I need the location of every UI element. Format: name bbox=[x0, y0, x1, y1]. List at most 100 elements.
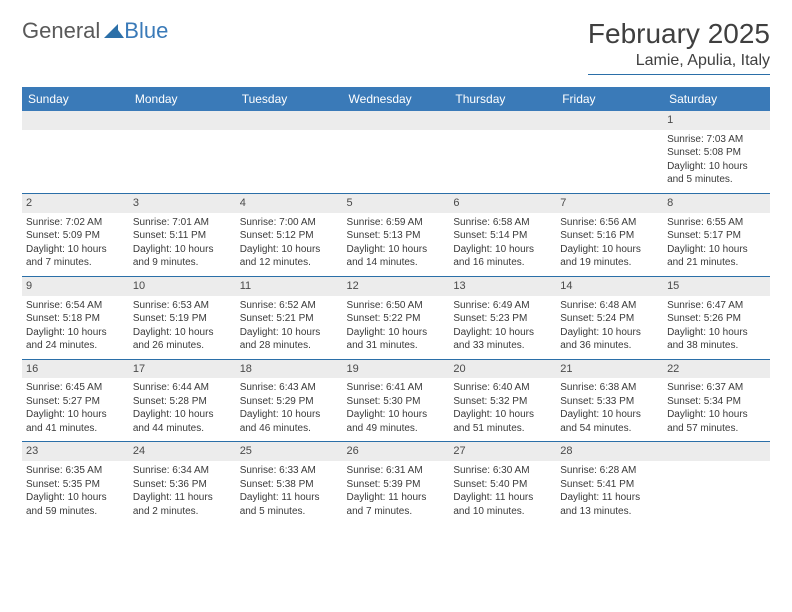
day-number: 15 bbox=[663, 277, 770, 296]
header: General Blue February 2025 Lamie, Apulia… bbox=[22, 18, 770, 75]
sunset-text: Sunset: 5:16 PM bbox=[560, 229, 659, 243]
daylight-text: Daylight: 10 hours and 21 minutes. bbox=[667, 243, 766, 270]
calendar-week-row: 16Sunrise: 6:45 AMSunset: 5:27 PMDayligh… bbox=[22, 359, 770, 442]
sunrise-text: Sunrise: 6:41 AM bbox=[347, 381, 446, 395]
sunrise-text: Sunrise: 6:55 AM bbox=[667, 216, 766, 230]
sunrise-text: Sunrise: 6:30 AM bbox=[453, 464, 552, 478]
sunset-text: Sunset: 5:11 PM bbox=[133, 229, 232, 243]
calendar-day-cell: 4Sunrise: 7:00 AMSunset: 5:12 PMDaylight… bbox=[236, 193, 343, 276]
daylight-text: Daylight: 10 hours and 41 minutes. bbox=[26, 408, 125, 435]
day-number: 28 bbox=[556, 442, 663, 461]
sunset-text: Sunset: 5:32 PM bbox=[453, 395, 552, 409]
sunset-text: Sunset: 5:34 PM bbox=[667, 395, 766, 409]
calendar-day-cell: 25Sunrise: 6:33 AMSunset: 5:38 PMDayligh… bbox=[236, 442, 343, 524]
calendar-day-cell: 20Sunrise: 6:40 AMSunset: 5:32 PMDayligh… bbox=[449, 359, 556, 442]
sunset-text: Sunset: 5:23 PM bbox=[453, 312, 552, 326]
day-number: 27 bbox=[449, 442, 556, 461]
calendar-day-cell bbox=[556, 111, 663, 193]
sunrise-text: Sunrise: 6:44 AM bbox=[133, 381, 232, 395]
day-of-week-header: Friday bbox=[556, 87, 663, 111]
daylight-text: Daylight: 10 hours and 19 minutes. bbox=[560, 243, 659, 270]
day-number: 25 bbox=[236, 442, 343, 461]
day-number: 22 bbox=[663, 360, 770, 379]
daylight-text: Daylight: 10 hours and 7 minutes. bbox=[26, 243, 125, 270]
sunrise-text: Sunrise: 6:45 AM bbox=[26, 381, 125, 395]
sunrise-text: Sunrise: 6:48 AM bbox=[560, 299, 659, 313]
calendar-day-cell: 21Sunrise: 6:38 AMSunset: 5:33 PMDayligh… bbox=[556, 359, 663, 442]
calendar-day-cell: 7Sunrise: 6:56 AMSunset: 5:16 PMDaylight… bbox=[556, 193, 663, 276]
calendar-day-cell: 9Sunrise: 6:54 AMSunset: 5:18 PMDaylight… bbox=[22, 276, 129, 359]
calendar-day-cell: 24Sunrise: 6:34 AMSunset: 5:36 PMDayligh… bbox=[129, 442, 236, 524]
sunrise-text: Sunrise: 7:01 AM bbox=[133, 216, 232, 230]
daylight-text: Daylight: 10 hours and 33 minutes. bbox=[453, 326, 552, 353]
sunset-text: Sunset: 5:21 PM bbox=[240, 312, 339, 326]
day-number: 3 bbox=[129, 194, 236, 213]
calendar-day-cell: 23Sunrise: 6:35 AMSunset: 5:35 PMDayligh… bbox=[22, 442, 129, 524]
sunrise-text: Sunrise: 6:52 AM bbox=[240, 299, 339, 313]
day-of-week-header: Thursday bbox=[449, 87, 556, 111]
calendar-week-row: 2Sunrise: 7:02 AMSunset: 5:09 PMDaylight… bbox=[22, 193, 770, 276]
day-number: 18 bbox=[236, 360, 343, 379]
day-of-week-row: SundayMondayTuesdayWednesdayThursdayFrid… bbox=[22, 87, 770, 111]
sunset-text: Sunset: 5:17 PM bbox=[667, 229, 766, 243]
calendar-week-row: 23Sunrise: 6:35 AMSunset: 5:35 PMDayligh… bbox=[22, 442, 770, 524]
sunset-text: Sunset: 5:33 PM bbox=[560, 395, 659, 409]
calendar-day-cell: 26Sunrise: 6:31 AMSunset: 5:39 PMDayligh… bbox=[343, 442, 450, 524]
sunset-text: Sunset: 5:40 PM bbox=[453, 478, 552, 492]
daylight-text: Daylight: 10 hours and 46 minutes. bbox=[240, 408, 339, 435]
day-number: 9 bbox=[22, 277, 129, 296]
calendar-table: SundayMondayTuesdayWednesdayThursdayFrid… bbox=[22, 87, 770, 524]
day-number: 12 bbox=[343, 277, 450, 296]
sunrise-text: Sunrise: 6:33 AM bbox=[240, 464, 339, 478]
daylight-text: Daylight: 10 hours and 57 minutes. bbox=[667, 408, 766, 435]
sunset-text: Sunset: 5:22 PM bbox=[347, 312, 446, 326]
sunrise-text: Sunrise: 6:35 AM bbox=[26, 464, 125, 478]
calendar-day-cell: 5Sunrise: 6:59 AMSunset: 5:13 PMDaylight… bbox=[343, 193, 450, 276]
sunset-text: Sunset: 5:28 PM bbox=[133, 395, 232, 409]
logo: General Blue bbox=[22, 18, 168, 44]
daylight-text: Daylight: 10 hours and 5 minutes. bbox=[667, 160, 766, 187]
calendar-day-cell: 14Sunrise: 6:48 AMSunset: 5:24 PMDayligh… bbox=[556, 276, 663, 359]
day-number: 1 bbox=[663, 111, 770, 130]
day-number: 19 bbox=[343, 360, 450, 379]
calendar-day-cell bbox=[22, 111, 129, 193]
sunset-text: Sunset: 5:35 PM bbox=[26, 478, 125, 492]
daylight-text: Daylight: 10 hours and 38 minutes. bbox=[667, 326, 766, 353]
daylight-text: Daylight: 10 hours and 24 minutes. bbox=[26, 326, 125, 353]
calendar-day-cell: 18Sunrise: 6:43 AMSunset: 5:29 PMDayligh… bbox=[236, 359, 343, 442]
daylight-text: Daylight: 10 hours and 31 minutes. bbox=[347, 326, 446, 353]
sunrise-text: Sunrise: 6:34 AM bbox=[133, 464, 232, 478]
day-number: 5 bbox=[343, 194, 450, 213]
calendar-week-row: 9Sunrise: 6:54 AMSunset: 5:18 PMDaylight… bbox=[22, 276, 770, 359]
daylight-text: Daylight: 11 hours and 10 minutes. bbox=[453, 491, 552, 518]
logo-word-1: General bbox=[22, 18, 100, 44]
day-of-week-header: Sunday bbox=[22, 87, 129, 111]
day-number: 2 bbox=[22, 194, 129, 213]
day-of-week-header: Saturday bbox=[663, 87, 770, 111]
day-number bbox=[663, 442, 770, 461]
location-subtitle: Lamie, Apulia, Italy bbox=[588, 52, 770, 75]
sunrise-text: Sunrise: 6:37 AM bbox=[667, 381, 766, 395]
sunrise-text: Sunrise: 6:47 AM bbox=[667, 299, 766, 313]
day-number: 10 bbox=[129, 277, 236, 296]
sunset-text: Sunset: 5:41 PM bbox=[560, 478, 659, 492]
sunrise-text: Sunrise: 6:59 AM bbox=[347, 216, 446, 230]
day-of-week-header: Monday bbox=[129, 87, 236, 111]
day-number bbox=[22, 111, 129, 130]
sunrise-text: Sunrise: 6:31 AM bbox=[347, 464, 446, 478]
calendar-day-cell: 17Sunrise: 6:44 AMSunset: 5:28 PMDayligh… bbox=[129, 359, 236, 442]
calendar-day-cell: 16Sunrise: 6:45 AMSunset: 5:27 PMDayligh… bbox=[22, 359, 129, 442]
day-number: 20 bbox=[449, 360, 556, 379]
daylight-text: Daylight: 10 hours and 49 minutes. bbox=[347, 408, 446, 435]
calendar-week-row: 1Sunrise: 7:03 AMSunset: 5:08 PMDaylight… bbox=[22, 111, 770, 193]
daylight-text: Daylight: 11 hours and 13 minutes. bbox=[560, 491, 659, 518]
daylight-text: Daylight: 11 hours and 5 minutes. bbox=[240, 491, 339, 518]
daylight-text: Daylight: 10 hours and 59 minutes. bbox=[26, 491, 125, 518]
daylight-text: Daylight: 10 hours and 54 minutes. bbox=[560, 408, 659, 435]
day-of-week-header: Wednesday bbox=[343, 87, 450, 111]
day-number: 11 bbox=[236, 277, 343, 296]
sunrise-text: Sunrise: 6:38 AM bbox=[560, 381, 659, 395]
sunrise-text: Sunrise: 6:54 AM bbox=[26, 299, 125, 313]
sunrise-text: Sunrise: 7:02 AM bbox=[26, 216, 125, 230]
sunset-text: Sunset: 5:26 PM bbox=[667, 312, 766, 326]
